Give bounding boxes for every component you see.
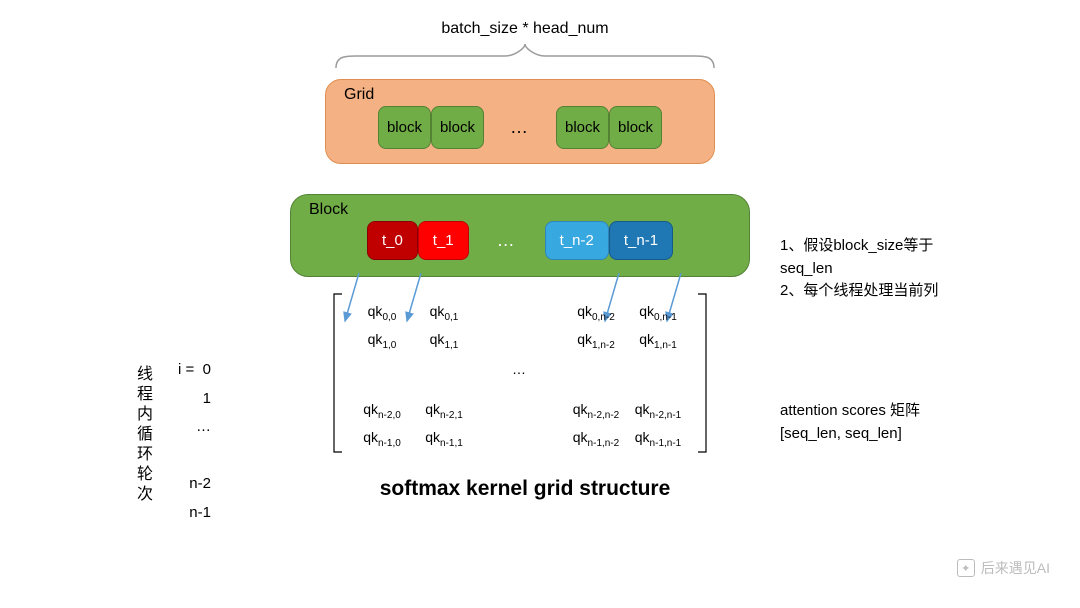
thread-cell: t_1 — [418, 221, 469, 260]
left-bracket-icon — [333, 293, 343, 453]
matrix-cell: qk1,0 — [351, 331, 413, 351]
note-line: 1、假设block_size等于 — [780, 235, 938, 258]
matrix-cell: qkn-1,n-1 — [627, 429, 689, 449]
matrix-cell: qk1,1 — [413, 331, 475, 351]
grid-blocks-row: block block … block block — [338, 106, 702, 149]
figure-caption: softmax kernel grid structure — [0, 477, 1060, 501]
matrix-cell: qkn-1,n-2 — [565, 429, 627, 449]
thread-row: t_0 t_1 … t_n-2 t_n-1 — [305, 221, 735, 260]
block-cell: block — [609, 106, 662, 149]
matrix-cell: qkn-1,0 — [351, 429, 413, 449]
ellipsis-icon: … — [484, 117, 556, 138]
matrix-cell: qk1,n-1 — [627, 331, 689, 351]
matrix-row: qk0,0 qk0,1 qk0,n-2 qk0,n-1 — [351, 299, 689, 327]
matrix-cell: qk0,1 — [413, 303, 475, 323]
matrix-cell: qkn-2,n-2 — [565, 401, 627, 421]
thread-cell: t_n-2 — [545, 221, 609, 260]
grid-container: Grid block block … block block — [325, 79, 715, 164]
ellipsis-icon: … — [469, 230, 545, 251]
matrix-row: qkn-1,0 qkn-1,1 qkn-1,n-2 qkn-1,n-1 — [351, 425, 689, 453]
matrix-annotation: attention scores 矩阵 [seq_len, seq_len] — [780, 400, 920, 445]
matrix-row: qk1,0 qk1,1 qk1,n-2 qk1,n-1 — [351, 327, 689, 355]
matrix-cell: qkn-2,n-1 — [627, 401, 689, 421]
matrix-cell: qk0,n-2 — [565, 303, 627, 323]
wechat-icon: ✦ — [957, 559, 975, 577]
matrix-annotation-line: attention scores 矩阵 — [780, 400, 920, 423]
top-annotation: batch_size * head_num — [0, 20, 1060, 38]
matrix-cell: qk1,n-2 — [565, 331, 627, 351]
matrix-annotation-line: [seq_len, seq_len] — [780, 423, 920, 446]
block-label: Block — [309, 201, 735, 219]
matrix-cell: qkn-2,0 — [351, 401, 413, 421]
matrix-row: … — [351, 355, 689, 383]
block-container: Block t_0 t_1 … t_n-2 t_n-1 — [290, 194, 750, 277]
note-line: seq_len — [780, 258, 938, 281]
block-cell: block — [431, 106, 484, 149]
grid-label: Grid — [344, 86, 702, 104]
matrix-cell: qkn-2,1 — [413, 401, 475, 421]
matrix-cell: qkn-1,1 — [413, 429, 475, 449]
thread-cell: t_n-1 — [609, 221, 673, 260]
watermark-text: 后来遇见AI — [981, 558, 1050, 578]
thread-cell: t_0 — [367, 221, 418, 260]
matrix-cell: qk0,n-1 — [627, 303, 689, 323]
watermark: ✦ 后来遇见AI — [957, 558, 1050, 578]
block-cell: block — [556, 106, 609, 149]
block-cell: block — [378, 106, 431, 149]
matrix-row: qkn-2,0 qkn-2,1 qkn-2,n-2 qkn-2,n-1 — [351, 397, 689, 425]
matrix-row-spacer — [351, 383, 689, 397]
brace-icon — [0, 42, 1060, 75]
matrix-cell: qk0,0 — [351, 303, 413, 323]
right-bracket-icon — [697, 293, 707, 453]
